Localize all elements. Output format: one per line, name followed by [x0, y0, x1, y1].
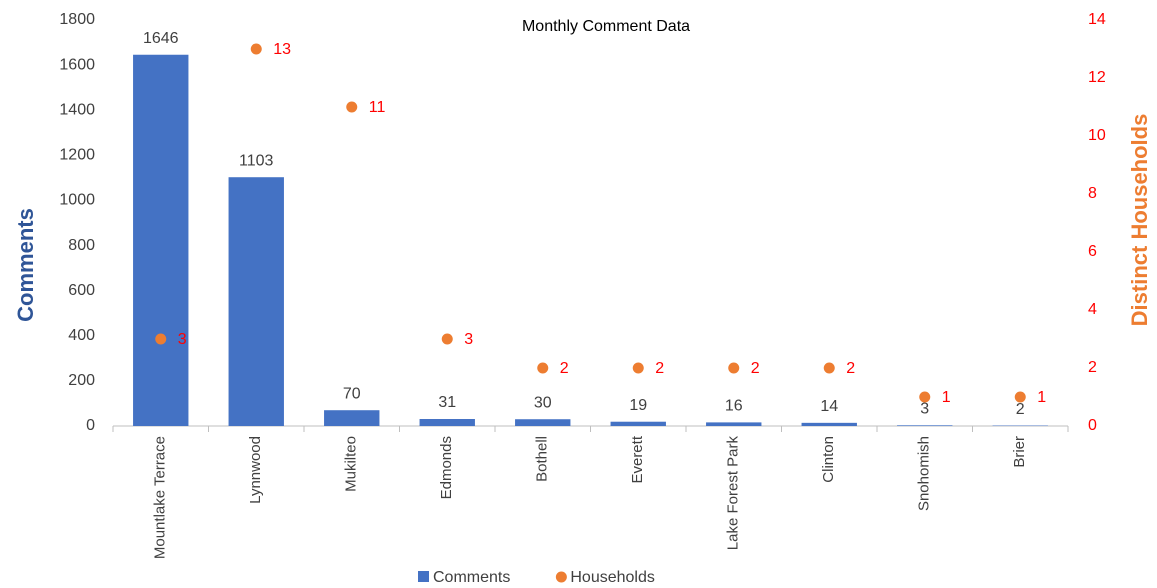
- dot: [1014, 391, 1026, 403]
- bar-value-label: 30: [534, 394, 552, 411]
- y-tick-label: 1000: [59, 192, 95, 209]
- y2-tick-label: 4: [1088, 301, 1097, 318]
- legend-swatch: [418, 571, 429, 582]
- bar-value-label: 31: [438, 394, 456, 411]
- bar-value-label: 1646: [143, 30, 179, 47]
- chart-title: Monthly Comment Data: [522, 18, 690, 35]
- bar: [228, 177, 284, 426]
- y-tick-label: 1800: [59, 11, 95, 28]
- bar-value-label: 2: [1016, 401, 1025, 418]
- y-tick-label: 600: [68, 282, 95, 299]
- x-tick-label: Edmonds: [438, 436, 455, 499]
- bar: [897, 425, 953, 426]
- y-tick-label: 400: [68, 327, 95, 344]
- dot: [728, 362, 740, 374]
- y-tick-label: 1400: [59, 101, 95, 118]
- y2-tick-label: 8: [1088, 185, 1097, 202]
- bar: [324, 410, 380, 426]
- dot: [632, 362, 644, 374]
- bar-value-label: 3: [920, 401, 929, 418]
- y2-tick-label: 6: [1088, 243, 1097, 260]
- bar: [801, 422, 857, 426]
- dot-value-label: 3: [178, 331, 187, 348]
- dot: [346, 101, 358, 113]
- x-tick-label: Mountlake Terrace: [152, 436, 169, 559]
- dot: [155, 333, 167, 345]
- y2-tick-label: 14: [1088, 11, 1106, 28]
- dot: [919, 391, 931, 403]
- legend-label: Comments: [433, 569, 510, 586]
- bar-value-label: 1103: [239, 152, 274, 169]
- y2-axis-title: Distinct Households: [1127, 114, 1152, 327]
- y2-tick-label: 0: [1088, 417, 1097, 434]
- bar-value-label: 19: [629, 397, 647, 414]
- legend-label: Households: [570, 569, 655, 586]
- bar: [610, 421, 666, 426]
- x-tick-label: Clinton: [820, 436, 837, 483]
- x-tick-label: Snohomish: [916, 436, 933, 511]
- y2-tick-label: 12: [1088, 69, 1106, 86]
- x-tick-label: Brier: [1011, 436, 1028, 468]
- legend-swatch: [555, 571, 567, 583]
- y-tick-label: 1600: [59, 56, 95, 73]
- y-tick-label: 200: [68, 372, 95, 389]
- x-tick-label: Lake Forest Park: [725, 436, 742, 551]
- bar: [419, 419, 475, 426]
- bar: [515, 419, 571, 426]
- x-tick-label: Mukilteo: [343, 436, 360, 492]
- dot-value-label: 2: [751, 360, 760, 377]
- dot-value-label: 2: [560, 360, 569, 377]
- dot: [537, 362, 549, 374]
- dot-value-label: 2: [846, 360, 855, 377]
- dot: [441, 333, 453, 345]
- dot-value-label: 3: [464, 331, 473, 348]
- bar: [706, 422, 762, 426]
- bar-value-label: 14: [820, 398, 838, 415]
- dot-value-label: 1: [1037, 389, 1046, 406]
- bar-value-label: 16: [725, 398, 743, 415]
- y-tick-label: 1200: [59, 147, 95, 164]
- x-tick-label: Lynnwood: [247, 436, 264, 504]
- dot-value-label: 2: [655, 360, 664, 377]
- y-axis-title: Comments: [13, 208, 38, 322]
- x-tick-label: Everett: [629, 435, 646, 483]
- x-tick-label: Bothell: [534, 436, 551, 482]
- dot-value-label: 13: [273, 41, 291, 58]
- y2-tick-label: 10: [1088, 127, 1106, 144]
- y-tick-label: 800: [68, 237, 95, 254]
- bar: [133, 54, 189, 426]
- y2-tick-label: 2: [1088, 359, 1097, 376]
- dot-value-label: 11: [369, 99, 386, 116]
- y-tick-label: 0: [86, 417, 95, 434]
- dot: [823, 362, 835, 374]
- dot: [250, 43, 262, 55]
- bar-value-label: 70: [343, 385, 361, 402]
- dot-value-label: 1: [942, 389, 951, 406]
